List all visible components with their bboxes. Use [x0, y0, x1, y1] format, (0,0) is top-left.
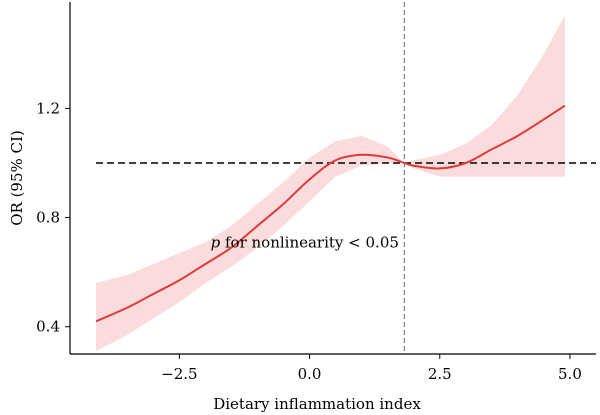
- or-curve: [95, 104, 566, 323]
- y-tick-label: 0.4: [36, 318, 60, 336]
- y-tick-label: 1.2: [36, 99, 60, 117]
- annotation-text: for nonlinearity < 0.05: [220, 234, 399, 252]
- annotation-p: p: [211, 234, 221, 252]
- x-tick-label: 2.5: [428, 365, 452, 383]
- ticks: −2.5 0.0 2.5 5.0 0.4 0.8 1.2: [36, 99, 582, 383]
- y-axis-title: OR (95% CI): [8, 130, 26, 226]
- x-tick-label: −2.5: [161, 365, 197, 383]
- axes: [69, 2, 596, 355]
- plot-area: [95, 2, 596, 354]
- y-tick-label: 0.8: [36, 209, 60, 227]
- nonlinearity-annotation: p for nonlinearity < 0.05: [211, 234, 399, 252]
- x-axis-title: Dietary inflammation index: [213, 395, 421, 413]
- x-tick-label: 5.0: [558, 365, 582, 383]
- x-tick-label: 0.0: [298, 365, 322, 383]
- confidence-band: [96, 15, 565, 352]
